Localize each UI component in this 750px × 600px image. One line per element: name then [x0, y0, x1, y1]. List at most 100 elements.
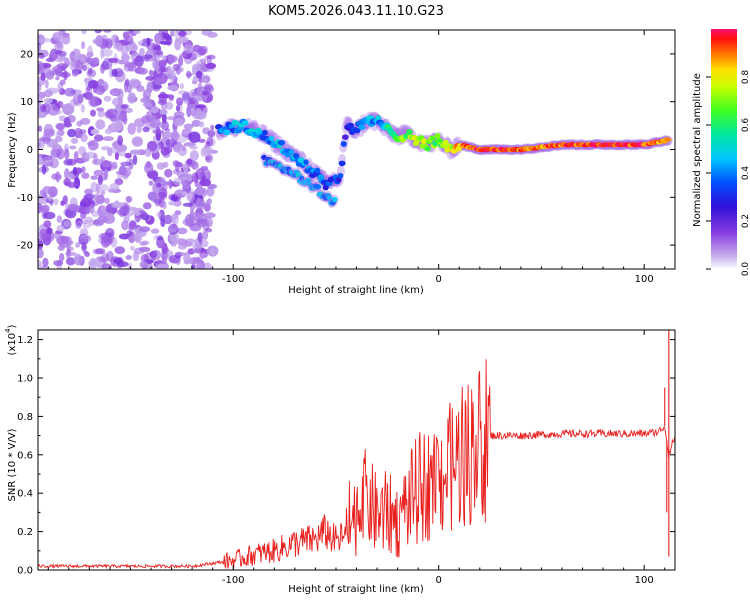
- spectrogram-xtick-label: 100: [635, 274, 654, 285]
- signal-blob: [288, 149, 295, 155]
- noise-speck: [63, 70, 68, 81]
- noise-speck: [192, 96, 202, 102]
- signal-blob: [353, 127, 361, 134]
- noise-speck: [155, 201, 160, 207]
- noise-speck: [94, 30, 102, 34]
- noise-speck: [38, 125, 43, 132]
- noise-speck: [150, 228, 160, 234]
- noise-speck: [65, 257, 76, 266]
- noise-speck: [40, 265, 48, 269]
- noise-speck: [56, 225, 65, 232]
- noise-speck: [61, 34, 71, 45]
- noise-speck: [148, 180, 154, 186]
- snr-ytick-label: 1.0: [17, 374, 33, 385]
- noise-speck: [106, 108, 118, 119]
- noise-speck: [186, 191, 195, 202]
- noise-speck: [93, 169, 104, 177]
- noise-speck: [183, 123, 194, 129]
- noise-speck: [144, 162, 154, 174]
- noise-speck: [87, 67, 93, 76]
- noise-speck: [176, 97, 184, 106]
- noise-speck: [164, 168, 173, 178]
- spectrogram-ytick-label: 20: [20, 49, 33, 60]
- noise-speck: [204, 153, 214, 163]
- noise-speck: [73, 150, 79, 162]
- noise-speck: [197, 48, 207, 56]
- noise-speck: [124, 152, 132, 159]
- noise-speck: [78, 219, 90, 225]
- signal-blob: [262, 129, 268, 136]
- noise-speck: [51, 109, 63, 115]
- noise-speck: [146, 81, 153, 94]
- noise-speck: [92, 158, 104, 166]
- noise-speck: [103, 95, 112, 102]
- noise-speck: [200, 166, 209, 171]
- noise-speck: [210, 124, 215, 131]
- noise-speck: [150, 106, 159, 114]
- noise-speck: [98, 175, 103, 186]
- noise-speck: [210, 248, 216, 256]
- noise-speck: [159, 40, 171, 45]
- noise-speck: [130, 245, 135, 251]
- noise-speck: [171, 129, 179, 141]
- noise-speck: [194, 187, 206, 196]
- noise-speck: [100, 189, 106, 196]
- noise-speck: [38, 42, 42, 52]
- noise-speck: [121, 167, 132, 177]
- noise-speck: [46, 227, 53, 235]
- noise-speck: [75, 60, 84, 71]
- noise-speck: [43, 128, 55, 138]
- noise-speck: [115, 144, 128, 152]
- noise-speck: [42, 257, 49, 268]
- noise-speck: [82, 93, 87, 98]
- secondary-blob: [305, 178, 312, 184]
- noise-speck: [113, 88, 119, 93]
- noise-speck: [127, 262, 133, 269]
- noise-speck: [203, 83, 213, 91]
- spectrogram-ylabel: Frequency (Hz): [7, 112, 18, 188]
- signal-blob: [342, 134, 349, 140]
- noise-speck: [191, 91, 196, 97]
- noise-speck: [41, 232, 52, 241]
- noise-speck: [112, 201, 125, 208]
- noise-speck: [74, 127, 83, 139]
- noise-speck: [155, 126, 161, 135]
- noise-speck: [162, 201, 167, 210]
- noise-speck: [101, 204, 107, 212]
- colorbar-tick-label: 0.4: [741, 166, 750, 181]
- signal-blob: [322, 184, 329, 191]
- noise-speck: [101, 263, 112, 269]
- noise-speck: [179, 53, 188, 58]
- noise-speck: [88, 219, 95, 227]
- noise-speck: [203, 262, 213, 269]
- noise-speck: [203, 147, 214, 155]
- noise-speck: [56, 215, 63, 224]
- signal-blob: [314, 167, 321, 174]
- snr-xtick-label: 100: [635, 575, 654, 586]
- noise-speck: [177, 90, 188, 95]
- secondary-blob: [261, 154, 267, 160]
- noise-speck: [172, 63, 180, 72]
- noise-speck: [169, 231, 180, 244]
- noise-speck: [73, 52, 81, 61]
- noise-speck: [186, 158, 193, 166]
- snr-scale-exp: 4: [4, 328, 12, 333]
- noise-speck: [153, 49, 164, 59]
- noise-speck: [125, 255, 132, 260]
- secondary-blob: [332, 197, 338, 203]
- noise-speck: [175, 160, 180, 173]
- noise-speck: [138, 226, 151, 233]
- noise-speck: [186, 127, 193, 132]
- noise-speck: [80, 197, 93, 208]
- noise-speck: [173, 118, 185, 127]
- noise-speck: [202, 230, 209, 241]
- noise-speck: [38, 260, 42, 269]
- colorbar-tick-label: 0.0: [741, 262, 750, 277]
- snr-ytick-label: 1.2: [17, 335, 33, 346]
- noise-speck: [110, 120, 123, 132]
- noise-speck: [136, 126, 142, 134]
- signal-blob: [406, 129, 413, 135]
- noise-speck: [126, 230, 133, 237]
- noise-speck: [95, 35, 103, 47]
